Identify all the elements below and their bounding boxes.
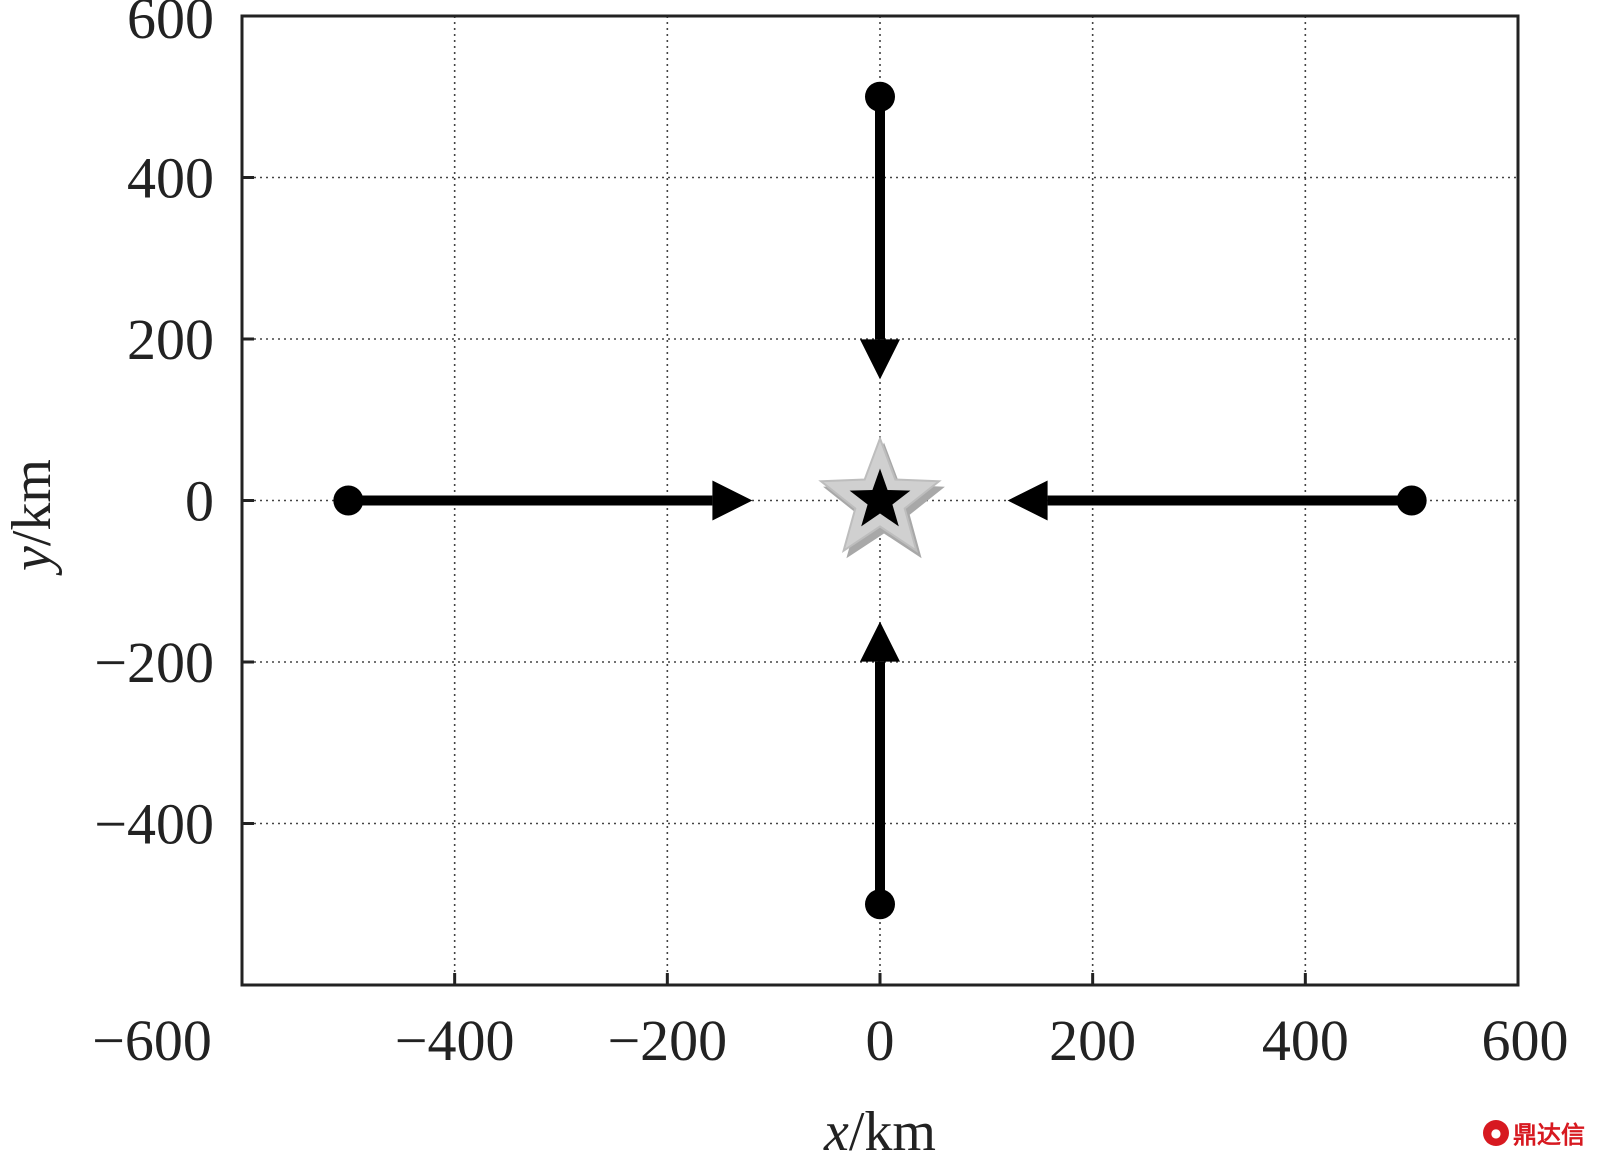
axis-ticks	[242, 176, 1307, 985]
arrow-head	[860, 339, 900, 380]
arrow-head	[712, 480, 753, 521]
x-tick-label: −200	[607, 1008, 727, 1073]
trajectories	[333, 81, 1427, 920]
start-point	[1396, 485, 1427, 516]
y-axis-var: y	[1, 546, 63, 576]
x-tick-label: 200	[1049, 1008, 1136, 1073]
y-tick-labels: −400 −200 0 200 400 600	[94, 0, 214, 857]
x-tick-label: 0	[866, 1008, 895, 1073]
y-tick-label: 600	[127, 0, 214, 51]
y-tick-label: −400	[94, 792, 214, 857]
y-tick-label: 0	[185, 469, 214, 534]
x-axis-var: x	[823, 1101, 849, 1158]
start-point	[333, 485, 364, 516]
x-tick-labels: −600 −400 −200 0 200 400 600	[92, 1008, 1568, 1073]
y-axis-label: y/km	[1, 459, 63, 576]
target-star	[818, 435, 945, 559]
star-inner	[849, 468, 911, 527]
y-axis-unit: /km	[1, 459, 63, 546]
y-tick-label: 400	[127, 146, 214, 211]
x-axis-unit: /km	[849, 1101, 936, 1158]
x-tick-label: −600	[92, 1008, 212, 1073]
start-point	[865, 889, 895, 920]
x-tick-label: 600	[1482, 1008, 1569, 1073]
y-tick-label: −200	[94, 630, 214, 695]
watermark-logo-icon: ●	[1483, 1119, 1509, 1146]
watermark: ● 鼎达信	[1483, 1115, 1585, 1150]
start-point	[865, 81, 895, 112]
x-tick-label: −400	[395, 1008, 515, 1073]
arrow-head	[860, 621, 900, 662]
x-tick-label: 400	[1262, 1008, 1349, 1073]
watermark-text: 鼎达信	[1513, 1121, 1585, 1149]
y-tick-label: 200	[127, 307, 214, 372]
arrow-head	[1007, 480, 1048, 521]
x-axis-label: x/km	[823, 1101, 936, 1158]
